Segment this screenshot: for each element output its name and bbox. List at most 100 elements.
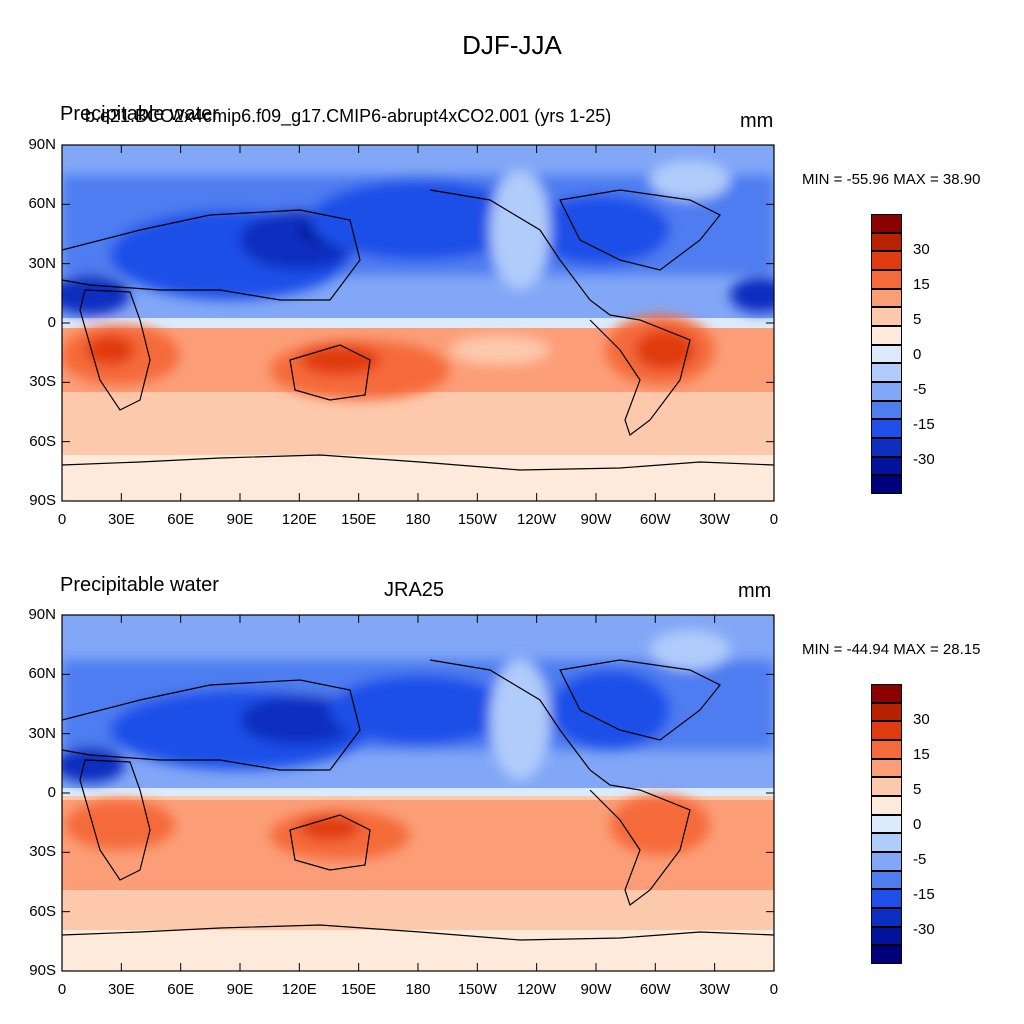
lat-label: 90S [29,491,56,509]
colorbar-swatch [871,344,902,364]
colorbar-label: -30 [913,451,935,468]
lon-label: 180 [405,981,431,998]
panel2-coastlines [62,659,774,941]
lon-label: 120E [281,511,317,528]
lon-label: 120E [281,981,317,998]
colorbar-label: -15 [913,886,935,903]
colorbar-swatch [871,419,902,438]
colorbar-swatch [871,833,902,852]
lon-label: 60E [167,981,194,998]
colorbar-label: 5 [913,311,922,328]
colorbar-swatch [871,926,902,946]
colorbar-label: 30 [913,711,930,728]
lon-label: 0 [57,511,67,528]
panel2-center-title: JRA25 [384,579,445,601]
colorbar-label: 0 [913,816,922,833]
lat-label: 30S [29,373,56,391]
lon-label: 150W [457,981,497,998]
lon-label: 60W [639,511,671,528]
colorbar-label: 0 [913,346,922,363]
lon-label: 150W [457,511,497,528]
colorbar-swatch [871,382,902,401]
lat-label: 60S [29,432,56,450]
lat-label: 90S [29,961,56,979]
colorbar-swatch [871,870,902,890]
colorbar-swatch [871,702,902,722]
figure-title: DJF-JJA [462,30,562,60]
colorbar-swatch [871,475,902,494]
colorbar-label: 30 [913,241,930,258]
lat-label: 90N [28,606,56,623]
lat-label: 60N [28,195,56,213]
colorbar-swatch [871,796,902,815]
colorbar-label: -5 [913,381,927,398]
lat-label: 0 [47,783,56,801]
panel2-colorbar [871,684,902,964]
colorbar-swatch [871,456,902,476]
panel1-left-title: Precipitable water [60,103,219,125]
colorbar-label: 15 [913,746,930,763]
lon-label: 60W [639,981,671,998]
panel1-colorbar [871,214,902,494]
colorbar-swatch [871,326,902,345]
lon-label: 150E [341,511,377,528]
panel1-units: mm [740,110,774,132]
colorbar-swatch [871,684,902,703]
lon-label: 90E [226,511,254,528]
colorbar-swatch [871,721,902,740]
colorbar-label: 5 [913,781,922,798]
colorbar-swatch [871,307,902,326]
lon-label: 30W [699,981,731,998]
lon-label: 150E [341,981,377,998]
colorbar-swatch [871,438,902,457]
colorbar-label: -15 [913,416,935,433]
colorbar-swatch [871,777,902,796]
panel1-center-title: b.e21.BCO2x4cmip6.f09_g17.CMIP6-abrupt4x… [85,106,612,126]
lon-label: 90E [226,981,254,998]
lat-label: 60N [28,665,56,683]
panel2-left-title: Precipitable water [60,574,219,596]
colorbar-label: -5 [913,851,927,868]
colorbar-swatch [871,889,902,908]
colorbar-swatch [871,251,902,270]
colorbar-swatch [871,363,902,382]
colorbar-label: -30 [913,921,935,938]
lat-label: 30N [28,254,56,272]
lat-label: 30S [29,843,56,861]
panel2-minmax: MIN = -44.94 MAX = 28.15 [802,641,981,658]
lon-label: 0 [769,981,779,998]
lat-label: 30N [28,724,56,742]
colorbar-swatch [871,288,902,308]
lon-label: 120W [517,511,557,528]
colorbar-swatch [871,232,902,252]
colorbar-swatch [871,814,902,834]
lat-label: 90N [28,136,56,153]
panel2-field [62,615,774,971]
lon-label: 30W [699,511,731,528]
axis-ticks [61,144,775,972]
colorbar-label: 15 [913,276,930,293]
panel1-coastlines [62,189,774,471]
lon-label: 30E [107,511,135,528]
colorbar-swatch [871,214,902,233]
lon-label: 180 [405,511,431,528]
colorbar-swatch [871,758,902,778]
lon-label: 60E [167,511,194,528]
colorbar-swatch [871,270,902,289]
lon-label: 0 [57,981,67,998]
colorbar-swatch [871,908,902,927]
panel1-field [62,145,774,501]
colorbar-swatch [871,740,902,759]
panel1-minmax: MIN = -55.96 MAX = 38.90 [802,171,981,188]
lon-label: 120W [517,981,557,998]
colorbar-swatch [871,400,902,420]
lon-label: 30E [107,981,135,998]
lat-label: 0 [47,313,56,331]
colorbar-swatch [871,852,902,871]
lat-label: 60S [29,902,56,920]
colorbar-swatch [871,945,902,964]
lon-label: 90W [580,511,612,528]
panel2-units: mm [738,580,772,602]
lon-label: 90W [580,981,612,998]
